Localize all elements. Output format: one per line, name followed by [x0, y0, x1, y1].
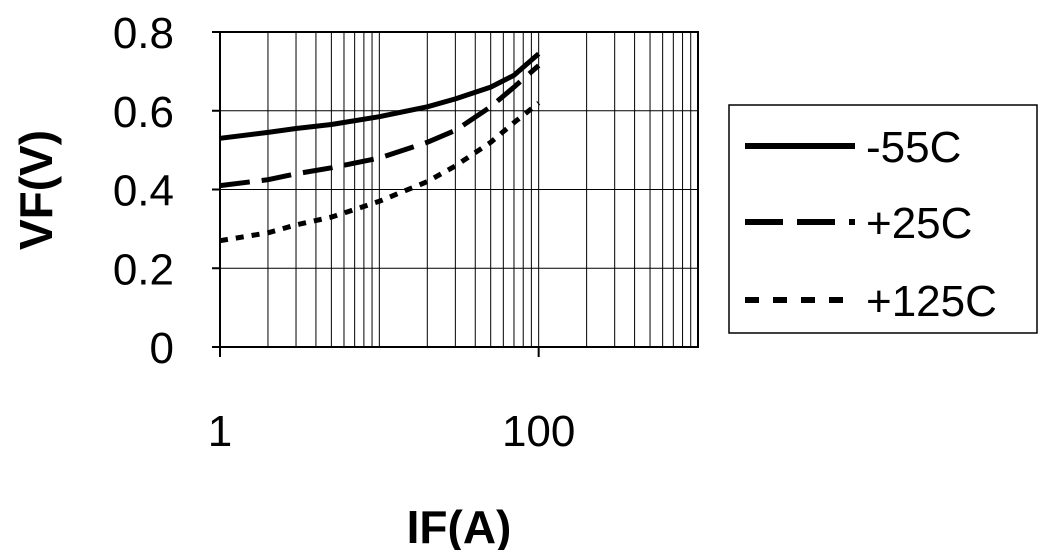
legend: -55C +25C +125C — [745, 123, 997, 326]
x-axis-title: IF(A) — [407, 501, 512, 550]
legend-label-2: +125C — [866, 277, 997, 326]
axis-ticks: 0 0.2 0.4 0.6 0.8 1 100 — [113, 9, 576, 456]
y-tick-label-2: 0.4 — [113, 167, 174, 216]
y-tick-label-0: 0 — [150, 324, 174, 373]
x-tick-label-1: 100 — [502, 407, 575, 456]
y-tick-label-3: 0.6 — [113, 88, 174, 137]
series-line-2 — [219, 100, 541, 244]
gridlines — [220, 32, 698, 347]
y-tick-label-1: 0.2 — [113, 245, 174, 294]
legend-label-1: +25C — [866, 199, 972, 248]
legend-label-0: -55C — [866, 123, 961, 172]
series-line-1 — [219, 63, 541, 189]
x-tick-label-0: 1 — [208, 407, 232, 456]
y-axis-title: VF(V) — [10, 130, 62, 250]
y-tick-label-4: 0.8 — [113, 9, 174, 58]
series-group — [219, 51, 541, 244]
series-line-0 — [219, 51, 541, 141]
